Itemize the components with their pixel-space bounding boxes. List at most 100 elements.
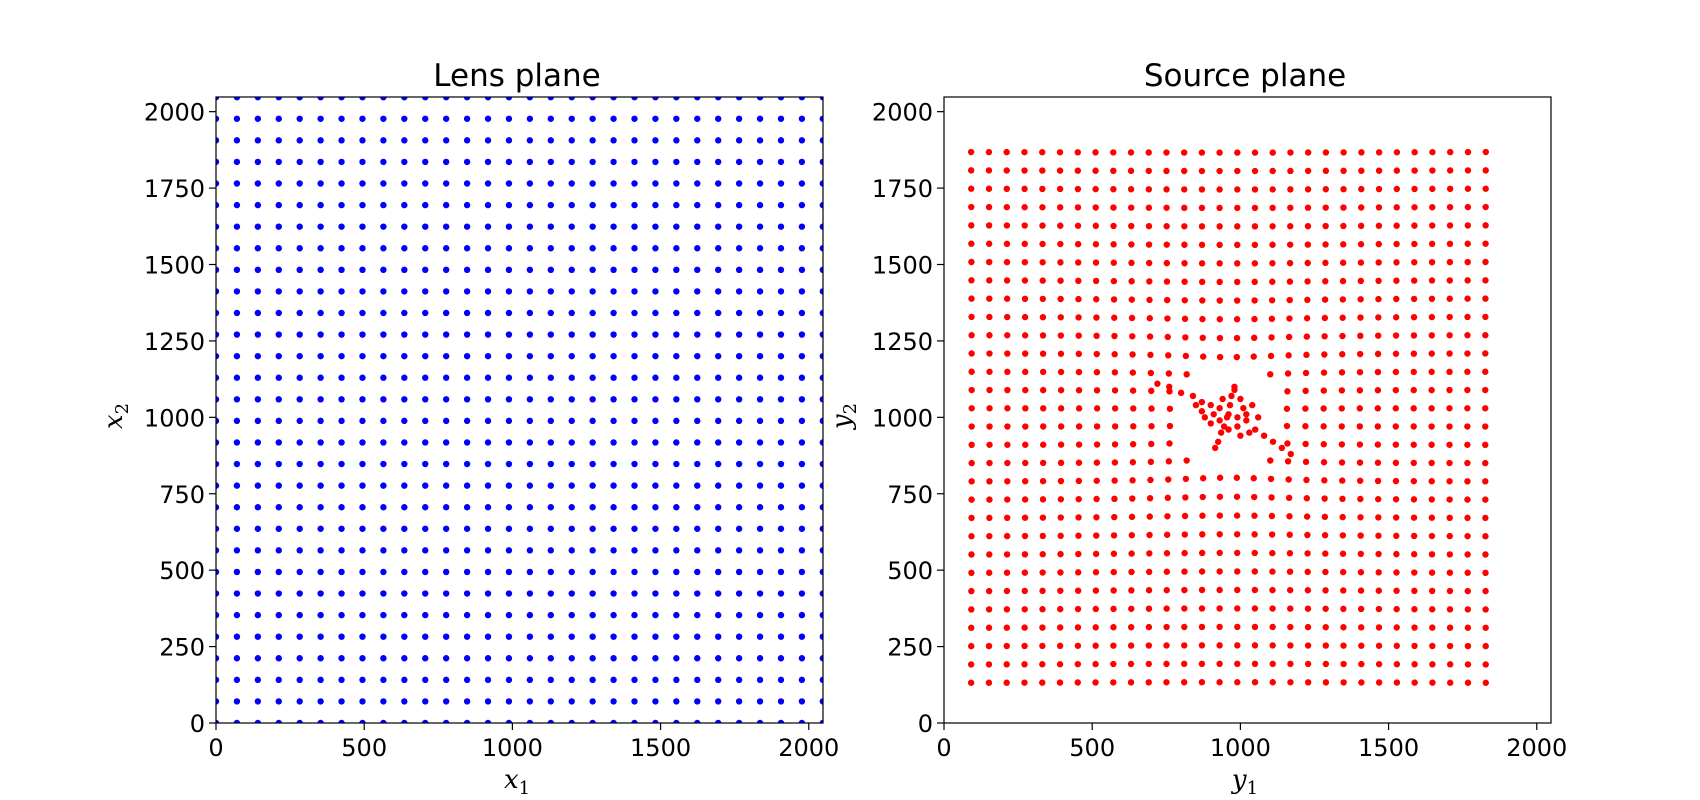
scatter-point [216, 309, 220, 317]
scatter-point [1482, 332, 1489, 339]
scatter-point [1093, 423, 1101, 430]
scatter-point [1482, 277, 1489, 284]
scatter-point [547, 352, 554, 360]
scatter-point [401, 460, 408, 468]
scatter-point [968, 624, 975, 631]
scatter-point [505, 655, 513, 662]
scatter-point [798, 266, 806, 274]
scatter-point [526, 158, 534, 166]
scatter-point [714, 590, 722, 597]
scatter-point [1198, 223, 1206, 230]
scatter-point [422, 288, 429, 295]
scatter-point [1428, 295, 1436, 303]
scatter-point [968, 368, 975, 375]
scatter-point [714, 396, 722, 403]
scatter-point [1287, 223, 1294, 230]
scatter-point [1411, 167, 1418, 174]
scatter-point [1039, 386, 1047, 394]
scatter-point [359, 417, 366, 425]
scatter-point [1464, 295, 1471, 302]
scatter-point [714, 633, 722, 640]
scatter-point [1004, 350, 1011, 357]
scatter-point [1074, 660, 1082, 668]
scatter-point [1216, 353, 1224, 361]
scatter-point [359, 590, 366, 597]
scatter-point [1375, 204, 1383, 211]
scatter-point [1356, 423, 1364, 430]
scatter-point [1092, 204, 1099, 211]
scatter-point [1183, 371, 1190, 378]
scatter-point [1003, 277, 1011, 284]
scatter-point [756, 676, 764, 684]
scatter-point [1375, 514, 1382, 521]
scatter-point [714, 460, 722, 468]
scatter-point [777, 547, 785, 554]
scatter-point [819, 676, 823, 684]
source-plane-x-ticks: 0 500 1000 1500 2000 [936, 723, 1567, 762]
scatter-point [1199, 353, 1207, 360]
scatter-point [1482, 350, 1489, 357]
scatter-point [589, 698, 596, 705]
scatter-point [610, 201, 617, 209]
scatter-point [1410, 368, 1417, 376]
scatter-point [1374, 495, 1382, 503]
scatter-point [1234, 605, 1241, 612]
scatter-point [1216, 334, 1224, 342]
scatter-point [1340, 679, 1347, 686]
scatter-point [1110, 149, 1117, 156]
scatter-point [631, 525, 638, 532]
scatter-point [1338, 387, 1346, 394]
scatter-point [819, 331, 823, 338]
scatter-point [463, 676, 471, 684]
scatter-point [338, 115, 345, 122]
lens-plane-points [216, 97, 823, 723]
lens-plane-x-axis-label-base: x [504, 765, 519, 795]
scatter-point [1129, 459, 1137, 466]
scatter-point [1446, 203, 1454, 211]
scatter-point [547, 633, 554, 640]
scatter-point [380, 137, 387, 144]
scatter-point [484, 676, 492, 684]
scatter-point [1284, 458, 1292, 465]
scatter-point [254, 137, 262, 144]
scatter-point [985, 624, 993, 631]
scatter-point [1216, 223, 1223, 230]
scatter-point [463, 180, 471, 187]
scatter-point [317, 611, 324, 619]
scatter-point [1392, 332, 1400, 339]
scatter-point [714, 97, 722, 101]
scatter-point [1165, 370, 1173, 377]
scatter-point [1251, 568, 1259, 575]
scatter-point [1321, 532, 1329, 539]
scatter-point [1223, 414, 1231, 421]
scatter-point [1127, 204, 1135, 211]
scatter-point [463, 547, 471, 554]
scatter-point [484, 352, 492, 360]
scatter-point [1287, 605, 1294, 612]
scatter-point [1428, 332, 1435, 339]
scatter-point [463, 352, 471, 360]
scatter-point [1003, 222, 1011, 229]
scatter-point [317, 676, 324, 684]
scatter-point [254, 396, 262, 403]
scatter-point [968, 551, 975, 558]
scatter-point [1304, 660, 1312, 668]
scatter-point [777, 417, 785, 425]
scatter-point [1410, 551, 1418, 558]
scatter-point [216, 201, 220, 209]
scatter-point [735, 611, 743, 619]
scatter-point [968, 569, 975, 577]
scatter-point [296, 201, 303, 209]
scatter-point [380, 460, 387, 468]
scatter-point [673, 201, 680, 209]
scatter-point [1198, 241, 1206, 249]
scatter-point [1374, 441, 1382, 448]
scatter-point [673, 266, 680, 274]
scatter-point [1482, 203, 1489, 211]
scatter-point [275, 374, 282, 381]
scatter-point [1198, 278, 1206, 286]
scatter-point [756, 633, 764, 640]
scatter-point [317, 158, 324, 166]
scatter-point [1092, 679, 1099, 686]
